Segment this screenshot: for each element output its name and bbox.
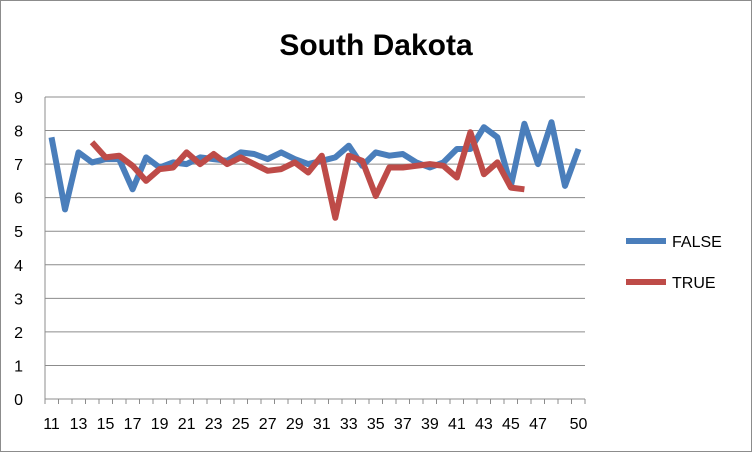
legend: FALSE TRUE: [626, 234, 722, 292]
gridlines: [45, 96, 585, 366]
y-tick-label: 7: [14, 157, 23, 174]
x-tick-label: 35: [367, 416, 385, 433]
x-tick-label: 19: [151, 416, 169, 433]
chart-title: South Dakota: [279, 29, 473, 62]
x-tick-label: 25: [232, 416, 250, 433]
x-tick-label: 43: [475, 416, 493, 433]
y-axis-ticks: 0 1 2 3 4 5 6 7 8 9: [14, 90, 23, 409]
y-tick-label: 9: [14, 90, 23, 107]
x-tick-label: 39: [421, 416, 439, 433]
x-tick-label: 21: [178, 416, 196, 433]
x-tick-label: 27: [259, 416, 277, 433]
x-tick-label: 17: [124, 416, 142, 433]
x-axis-ticks: 11 13 15 17 19 21 23 25 27 29 31 33 35 37 39 41 43 45 47 50: [43, 416, 587, 433]
y-tick-label: 3: [14, 291, 23, 308]
x-tick-label: 45: [502, 416, 520, 433]
legend-label-false: FALSE: [672, 234, 722, 251]
y-tick-label: 5: [14, 224, 23, 241]
legend-label-true: TRUE: [672, 275, 716, 292]
series-lines: [48, 119, 582, 221]
y-tick-label: 2: [14, 325, 23, 342]
y-tick-label: 6: [14, 191, 23, 208]
y-tick-label: 8: [14, 124, 23, 141]
x-tick-label: 13: [70, 416, 88, 433]
x-tick-label: 47: [529, 416, 547, 433]
x-tick-label: 29: [286, 416, 304, 433]
x-tick-label: 37: [394, 416, 412, 433]
x-tick-label: 33: [340, 416, 358, 433]
x-tick-label: 50: [570, 416, 588, 433]
axes: [44, 97, 586, 404]
x-tick-label: 31: [313, 416, 331, 433]
y-tick-label: 4: [14, 258, 23, 275]
series-line-true: [89, 129, 525, 221]
x-tick-label: 23: [205, 416, 223, 433]
y-tick-label: 0: [14, 392, 23, 409]
x-tick-label: 41: [448, 416, 466, 433]
y-tick-label: 1: [14, 358, 23, 375]
x-tick-label: 11: [43, 416, 60, 433]
x-tick-label: 15: [97, 416, 115, 433]
